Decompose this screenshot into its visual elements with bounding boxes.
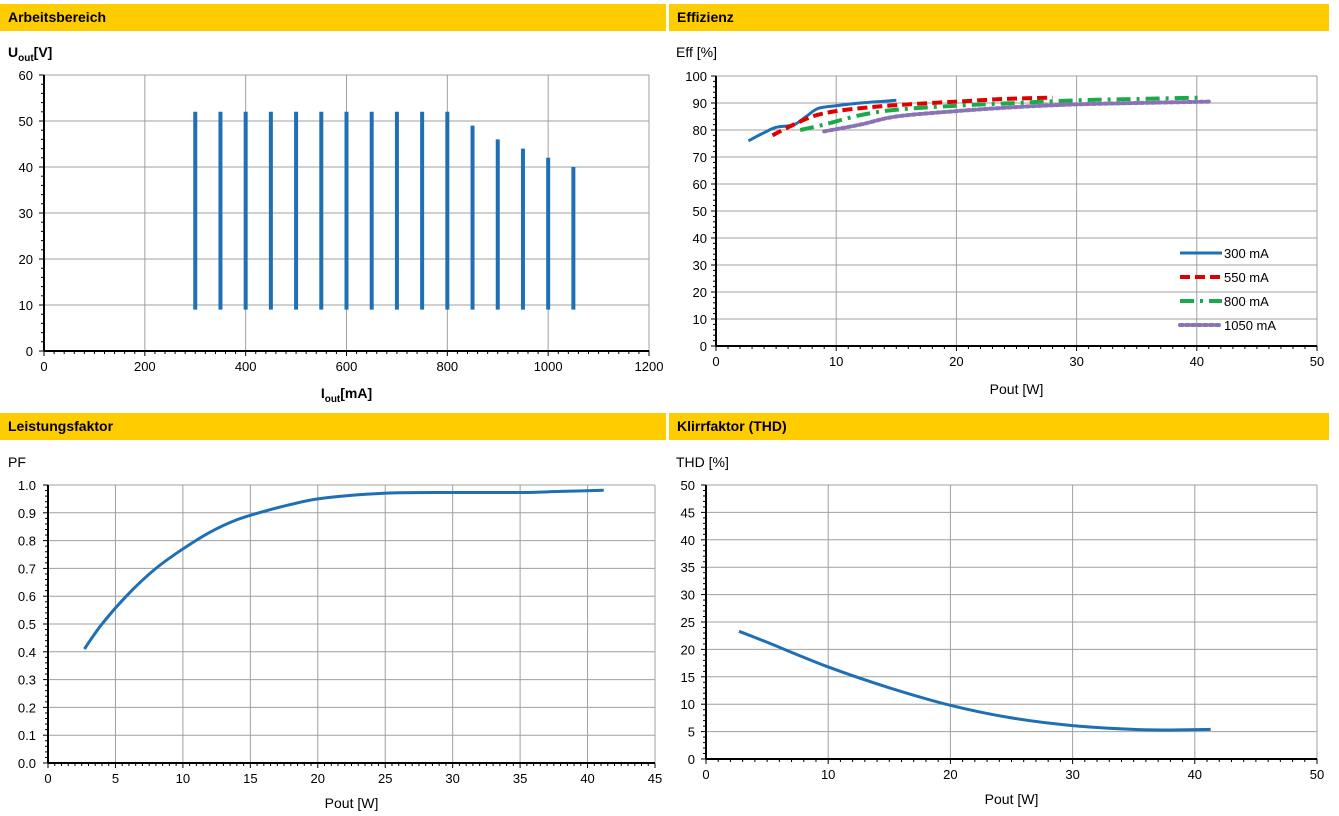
y-tick-label: 20 <box>681 642 695 657</box>
y-tick-label: 0.3 <box>18 673 36 688</box>
y-axis-label: Eff [%] <box>676 44 717 60</box>
x-tick-label: 30 <box>445 771 459 786</box>
y-tick-label: 50 <box>19 114 33 129</box>
y-tick-label: 40 <box>681 533 695 548</box>
x-tick-label: 600 <box>336 359 358 374</box>
x-tick-label: 400 <box>235 359 257 374</box>
y-tick-label: 20 <box>19 252 33 267</box>
y-tick-label: 10 <box>681 697 695 712</box>
y-tick-label: 60 <box>693 177 707 192</box>
y-tick-label: 15 <box>681 670 695 685</box>
y-tick-label: 10 <box>693 312 707 327</box>
x-tick-label: 10 <box>176 771 190 786</box>
x-tick-label: 10 <box>821 767 835 782</box>
y-tick-label: 0.8 <box>18 534 36 549</box>
legend-label: 550 mA <box>1224 270 1269 285</box>
y-tick-label: 30 <box>693 258 707 273</box>
x-tick-label: 20 <box>949 354 963 369</box>
series-line <box>747 98 897 143</box>
y-tick-label: 0.7 <box>18 561 36 576</box>
panel-header-leistungsfaktor: Leistungsfaktor <box>0 413 666 440</box>
panel-header-effizienz: Effizienz <box>669 4 1329 31</box>
x-tick-label: 5 <box>112 771 119 786</box>
x-tick-label: 20 <box>311 771 325 786</box>
y-tick-label: 40 <box>19 160 33 175</box>
y-tick-label: 40 <box>693 231 707 246</box>
x-tick-label: 40 <box>1190 354 1204 369</box>
x-tick-label: 50 <box>1310 354 1324 369</box>
y-tick-label: 1.0 <box>18 478 36 493</box>
x-axis-label: Iout[mA] <box>321 385 372 405</box>
y-tick-label: 25 <box>681 615 695 630</box>
x-axis-label: Pout [W] <box>985 791 1039 807</box>
x-axis-label: Pout [W] <box>325 795 379 811</box>
x-tick-label: 0 <box>44 771 51 786</box>
series-line <box>738 629 1211 732</box>
y-axis-label: PF <box>8 454 26 470</box>
series-line <box>799 95 1203 132</box>
x-axis-label: Pout [W] <box>990 381 1044 397</box>
x-tick-label: 35 <box>513 771 527 786</box>
y-tick-label: 0.1 <box>18 728 36 743</box>
x-tick-label: 25 <box>378 771 392 786</box>
y-tick-label: 70 <box>693 150 707 165</box>
legend-label: 800 mA <box>1224 294 1269 309</box>
x-tick-label: 1200 <box>635 359 664 374</box>
y-axis-label: Uout[V] <box>8 44 52 64</box>
y-tick-label: 0.9 <box>18 506 36 521</box>
y-tick-label: 35 <box>681 560 695 575</box>
y-tick-label: 0.0 <box>18 756 36 771</box>
x-tick-label: 20 <box>943 767 957 782</box>
y-tick-label: 60 <box>19 68 33 83</box>
x-tick-label: 40 <box>580 771 594 786</box>
series-line <box>83 488 604 650</box>
y-tick-label: 0 <box>688 752 695 767</box>
legend-label: 300 mA <box>1224 246 1269 261</box>
x-tick-label: 40 <box>1188 767 1202 782</box>
x-tick-label: 45 <box>648 771 662 786</box>
y-tick-label: 0 <box>26 344 33 359</box>
y-tick-label: 90 <box>693 96 707 111</box>
y-tick-label: 20 <box>693 285 707 300</box>
legend-label: 1050 mA <box>1224 318 1276 333</box>
x-tick-label: 800 <box>436 359 458 374</box>
y-tick-label: 100 <box>685 69 707 84</box>
x-tick-label: 10 <box>829 354 843 369</box>
y-tick-label: 50 <box>693 204 707 219</box>
y-tick-label: 0.5 <box>18 617 36 632</box>
panel-header-klirrfaktor: Klirrfaktor (THD) <box>669 413 1329 440</box>
y-tick-label: 30 <box>681 588 695 603</box>
y-axis-label: THD [%] <box>676 454 729 470</box>
x-tick-label: 30 <box>1069 354 1083 369</box>
x-tick-label: 1000 <box>534 359 563 374</box>
series-line <box>771 95 1053 138</box>
x-tick-label: 0 <box>712 354 719 369</box>
y-tick-label: 30 <box>19 206 33 221</box>
y-tick-label: 10 <box>19 298 33 313</box>
series-line <box>822 99 1211 134</box>
y-tick-label: 5 <box>688 725 695 740</box>
x-tick-label: 50 <box>1310 767 1324 782</box>
y-tick-label: 0.6 <box>18 589 36 604</box>
y-tick-label: 0 <box>700 339 707 354</box>
x-tick-label: 0 <box>40 359 47 374</box>
y-tick-label: 45 <box>681 505 695 520</box>
x-tick-label: 200 <box>134 359 156 374</box>
y-tick-label: 0.2 <box>18 700 36 715</box>
x-tick-label: 15 <box>243 771 257 786</box>
panel-header-arbeitsbereich: Arbeitsbereich <box>0 4 666 31</box>
x-tick-label: 0 <box>702 767 709 782</box>
y-tick-label: 0.4 <box>18 645 36 660</box>
y-tick-label: 80 <box>693 123 707 138</box>
y-tick-label: 50 <box>681 478 695 493</box>
x-tick-label: 30 <box>1065 767 1079 782</box>
